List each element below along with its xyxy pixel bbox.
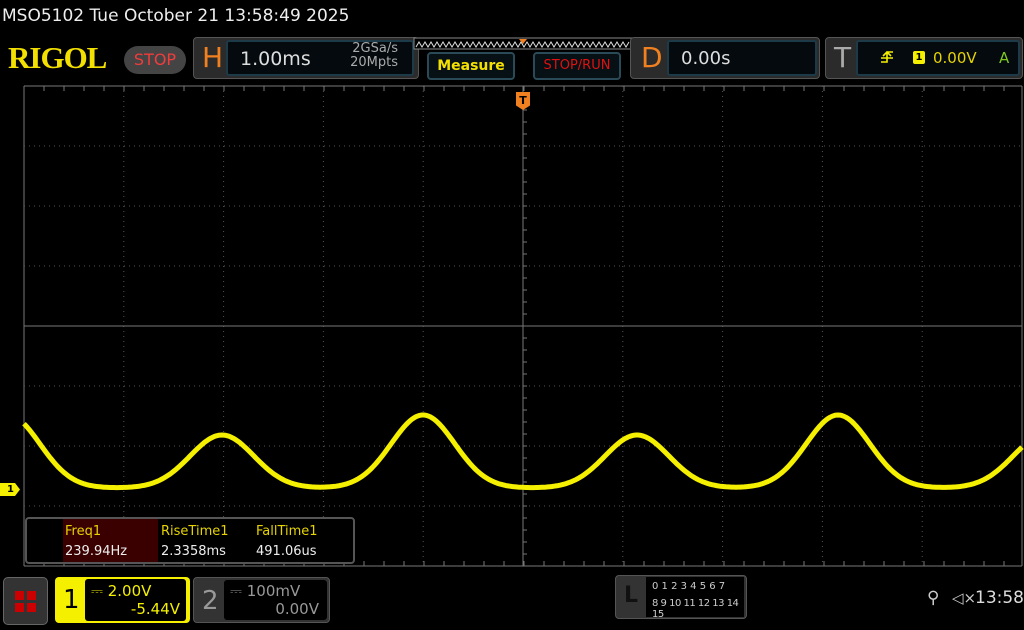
trigger-position-marker[interactable]: T: [516, 92, 530, 110]
memory-overview-bar: [413, 37, 635, 50]
channel-offset: 0.00V: [275, 600, 319, 618]
dc-coupling-icon: ⎓: [230, 582, 247, 600]
trigger-level: 0.00V: [933, 49, 977, 67]
channel-offset: -5.44V: [130, 600, 180, 618]
timebase-value: 1.00ms: [240, 48, 311, 70]
channel-1-ground-marker[interactable]: 1: [0, 483, 20, 496]
measurement-label: RiseTime1: [161, 524, 229, 539]
trigger-mode: A: [999, 49, 1010, 67]
waveform-display[interactable]: [0, 80, 1024, 570]
channel-number: 1: [63, 585, 80, 615]
measurement-value: 491.06us: [256, 544, 317, 559]
grid-menu-icon: [15, 591, 36, 612]
measurement-item[interactable]: Freq1 239.94Hz: [65, 524, 127, 559]
channel-scale: 2.00V: [107, 582, 152, 600]
measurement-item[interactable]: FallTime1 491.06us: [256, 524, 318, 559]
channel-2-button[interactable]: 2 ⎓ 100mV 0.00V: [193, 577, 330, 623]
logic-channels-row1: 0 1 2 3 4 5 6 7: [652, 581, 726, 592]
trigger-source-badge: 1: [913, 51, 925, 64]
trigger-letter: T: [834, 41, 852, 74]
channel-number: 2: [202, 586, 219, 616]
graticule: [23, 85, 1023, 567]
usb-icon: ⚲: [927, 588, 940, 608]
trigger-panel[interactable]: T 1 0.00V A: [825, 37, 1023, 79]
menu-button[interactable]: [3, 577, 48, 625]
channel-scale: 100mV: [246, 582, 301, 600]
logic-analyzer-button[interactable]: L 0 1 2 3 4 5 6 7 8 9 10 11 12 13 14 15: [615, 575, 747, 620]
dc-coupling-icon: ⎓: [91, 582, 108, 600]
measurement-label: Freq1: [65, 524, 102, 539]
sample-rate: 2GSa/s: [352, 41, 398, 56]
channel-1-button[interactable]: 1 ⎓ 2.00V -5.44V: [55, 577, 190, 623]
measurement-value: 239.94Hz: [65, 544, 128, 559]
measure-button[interactable]: Measure: [427, 52, 515, 80]
system-clock: 13:58: [975, 588, 1024, 608]
delay-panel[interactable]: D 0.00s: [630, 37, 820, 79]
logic-channels-row2: 8 9 10 11 12 13 14 15: [652, 598, 739, 620]
channel-1-waveform: [22, 412, 1024, 491]
horizontal-letter: H: [202, 41, 224, 74]
measurement-label: FallTime1: [256, 524, 318, 539]
trigger-position-marker: [519, 39, 527, 44]
rigol-logo: RIGOL: [8, 40, 107, 75]
rising-edge-icon: [881, 50, 893, 63]
delay-letter: D: [641, 41, 663, 74]
measurement-item[interactable]: RiseTime1 2.3358ms: [161, 524, 229, 559]
stop-run-button[interactable]: STOP/RUN: [533, 52, 621, 80]
measurement-value: 2.3358ms: [161, 544, 226, 559]
status-title: MSO5102 Tue October 21 13:58:49 2025: [2, 6, 350, 26]
horizontal-panel[interactable]: H: [193, 37, 419, 79]
run-state-badge[interactable]: STOP: [124, 46, 186, 74]
speaker-muted-icon[interactable]: ◁×: [952, 589, 977, 607]
memory-depth: 20Mpts: [350, 55, 398, 70]
logic-letter: L: [624, 583, 639, 608]
measurement-panel: Freq1 239.94Hz RiseTime1 2.3358ms FallTime…: [25, 517, 355, 564]
delay-value: 0.00s: [681, 48, 731, 69]
